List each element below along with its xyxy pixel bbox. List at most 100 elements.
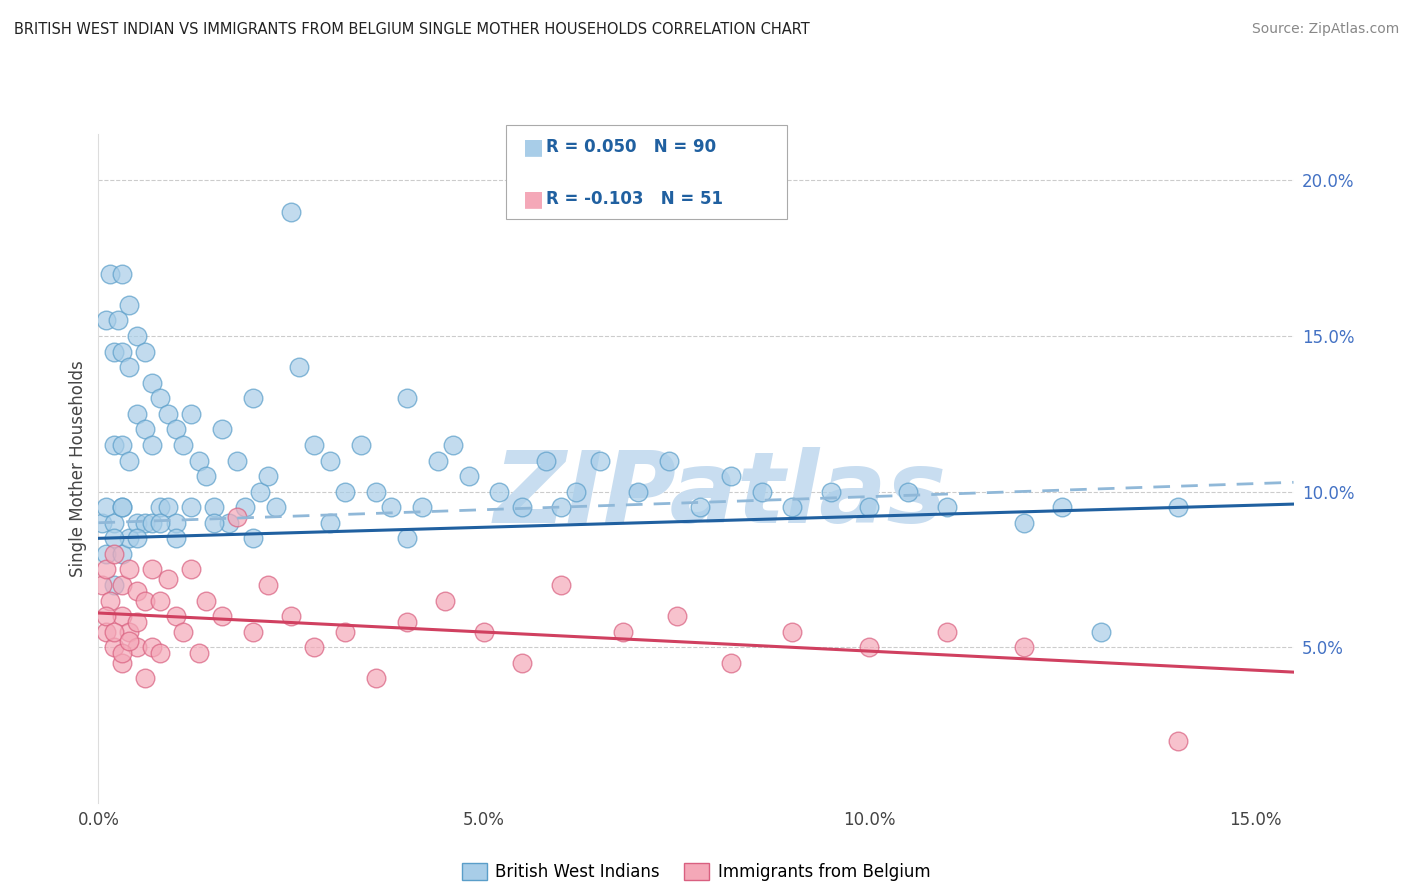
Point	[118, 624, 141, 639]
Point	[380, 500, 402, 515]
Point	[118, 531, 141, 545]
Point	[665, 609, 688, 624]
Point	[441, 438, 464, 452]
Point	[534, 453, 557, 467]
Point	[110, 647, 132, 661]
Text: ■: ■	[523, 137, 544, 157]
Point	[94, 609, 117, 624]
Point	[935, 624, 957, 639]
Point	[134, 422, 156, 436]
Point	[125, 407, 148, 421]
Point	[395, 531, 418, 545]
Point	[110, 500, 132, 515]
Point	[149, 392, 172, 406]
Point	[125, 640, 148, 655]
Point	[141, 562, 163, 576]
Point	[118, 360, 141, 375]
Text: ZIPatlas: ZIPatlas	[494, 447, 946, 543]
Point	[280, 204, 302, 219]
Point	[550, 578, 572, 592]
Point	[94, 313, 117, 327]
Point	[488, 484, 510, 499]
Point	[264, 500, 287, 515]
Point	[319, 453, 342, 467]
Point	[187, 453, 209, 467]
Point	[218, 516, 240, 530]
Point	[319, 516, 342, 530]
Point	[180, 407, 202, 421]
Point	[512, 500, 534, 515]
Point	[91, 516, 114, 530]
Point	[141, 376, 163, 390]
Point	[689, 500, 711, 515]
Point	[288, 360, 311, 375]
Point	[226, 509, 249, 524]
Point	[434, 593, 457, 607]
Point	[242, 392, 264, 406]
Text: Source: ZipAtlas.com: Source: ZipAtlas.com	[1251, 22, 1399, 37]
Point	[103, 624, 125, 639]
Point	[125, 615, 148, 630]
Point	[720, 469, 742, 483]
Point	[180, 500, 202, 515]
Point	[110, 438, 132, 452]
Point	[426, 453, 449, 467]
Point	[1167, 733, 1189, 747]
Point	[1012, 516, 1035, 530]
Point	[280, 609, 302, 624]
Point	[110, 609, 132, 624]
Point	[172, 624, 194, 639]
Point	[156, 572, 179, 586]
Point	[98, 267, 121, 281]
Point	[202, 516, 225, 530]
Point	[550, 500, 572, 515]
Point	[141, 640, 163, 655]
Point	[349, 438, 371, 452]
Point	[103, 578, 125, 592]
Point	[627, 484, 650, 499]
Point	[118, 453, 141, 467]
Point	[751, 484, 773, 499]
Point	[103, 547, 125, 561]
Point	[1167, 500, 1189, 515]
Point	[333, 624, 356, 639]
Text: R = 0.050   N = 90: R = 0.050 N = 90	[546, 138, 716, 156]
Point	[1050, 500, 1073, 515]
Point	[149, 593, 172, 607]
Point	[457, 469, 479, 483]
Point	[935, 500, 957, 515]
Point	[91, 578, 114, 592]
Point	[156, 500, 179, 515]
Point	[125, 329, 148, 343]
Legend: British West Indians, Immigrants from Belgium: British West Indians, Immigrants from Be…	[456, 856, 936, 888]
Point	[720, 656, 742, 670]
Point	[195, 469, 218, 483]
Point	[149, 500, 172, 515]
Point	[395, 615, 418, 630]
Point	[125, 584, 148, 599]
Point	[125, 516, 148, 530]
Point	[565, 484, 588, 499]
Point	[103, 640, 125, 655]
Point	[118, 562, 141, 576]
Point	[103, 516, 125, 530]
Point	[395, 392, 418, 406]
Text: R = -0.103   N = 51: R = -0.103 N = 51	[546, 190, 723, 208]
Point	[110, 656, 132, 670]
Point	[782, 500, 804, 515]
Point	[134, 593, 156, 607]
Point	[94, 547, 117, 561]
Point	[242, 624, 264, 639]
Point	[141, 438, 163, 452]
Point	[858, 640, 880, 655]
Point	[134, 671, 156, 685]
Point	[125, 531, 148, 545]
Point	[103, 531, 125, 545]
Point	[149, 516, 172, 530]
Point	[233, 500, 256, 515]
Point	[1012, 640, 1035, 655]
Point	[110, 547, 132, 561]
Point	[897, 484, 920, 499]
Point	[472, 624, 495, 639]
Point	[782, 624, 804, 639]
